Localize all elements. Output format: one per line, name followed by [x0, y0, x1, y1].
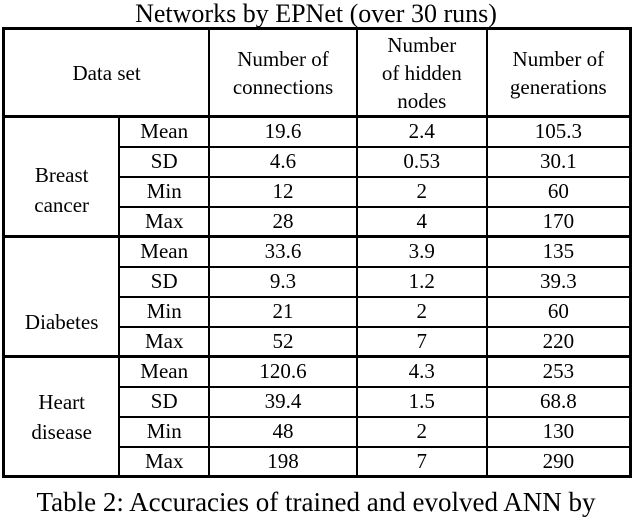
stat-label-cell: Max	[118, 205, 211, 238]
value-cell-hidden-nodes: 0.53	[355, 145, 488, 178]
header-line: nodes	[397, 88, 447, 113]
table-caption: Table 2: Accuracies of trained and evolv…	[36, 487, 596, 517]
value-cell-connections: 19.6	[208, 115, 358, 148]
stat-label-cell: Min	[118, 175, 211, 208]
value-cell-connections: 52	[208, 325, 358, 358]
value-cell-generations: 30.1	[485, 145, 632, 178]
value-cell-connections: 48	[208, 415, 358, 448]
header-cell-connections: Number of connections	[208, 27, 358, 118]
stat-label-cell: Max	[118, 445, 211, 478]
header-cell-hidden-nodes: Number of hidden nodes	[355, 27, 488, 118]
table-row: Heart disease Mean 120.6 4.3 253	[2, 355, 632, 478]
stat-label-cell: Mean	[118, 115, 211, 148]
table-row: Breast cancer Mean 19.6 2.4 105.3	[2, 115, 632, 238]
header-line: generations	[509, 74, 607, 99]
header-line: Number of	[237, 46, 329, 71]
stat-label-cell: SD	[118, 145, 211, 178]
header-cell-generations: Number of generations	[485, 27, 632, 118]
value-cell-hidden-nodes: 4	[355, 205, 488, 238]
value-cell-hidden-nodes: 2.4	[355, 115, 488, 148]
dataset-name-line: Diabetes	[24, 309, 99, 334]
table-row: Min 21 2 60	[4, 295, 632, 328]
table-row: Max 28 4 170	[4, 205, 632, 238]
value-cell-hidden-nodes: 2	[355, 295, 488, 328]
header-line: Number	[387, 32, 457, 57]
value-cell-hidden-nodes: 1.5	[355, 385, 488, 418]
value-cell-generations: 220	[485, 325, 632, 358]
header-line: connections	[232, 74, 334, 99]
dataset-name-line: cancer	[34, 192, 90, 217]
table-row: Diabetes Mean 33.6 3.9 135	[2, 235, 632, 358]
stat-label-cell: Max	[118, 325, 211, 358]
value-cell-generations: 39.3	[485, 265, 632, 298]
dataset-name-line: disease	[31, 419, 92, 444]
header-line: Number of	[512, 46, 605, 71]
value-cell-generations: 170	[485, 205, 632, 238]
value-cell-hidden-nodes: 2	[355, 175, 488, 208]
dataset-name-cell-heart-disease: Heart disease	[2, 355, 121, 478]
header-cell-dataset: Data set	[2, 27, 211, 118]
table-row: Max 52 7 220	[4, 325, 632, 358]
value-cell-hidden-nodes: 7	[355, 445, 488, 478]
stat-label-cell: SD	[118, 385, 211, 418]
value-cell-hidden-nodes: 7	[355, 325, 488, 358]
stat-label-cell: Mean	[118, 355, 211, 388]
table-row: SD 4.6 0.53 30.1	[4, 145, 632, 178]
table-row: SD 9.3 1.2 39.3	[4, 265, 632, 298]
table-header-row: Data set Number of connections Number of…	[2, 27, 632, 118]
value-cell-connections: 120.6	[208, 355, 358, 388]
value-cell-connections: 4.6	[208, 145, 358, 178]
value-cell-generations: 130	[485, 415, 632, 448]
value-cell-hidden-nodes: 1.2	[355, 265, 488, 298]
table-row: Min 48 2 130	[4, 415, 632, 448]
value-cell-generations: 253	[485, 355, 632, 388]
value-cell-generations: 68.8	[485, 385, 632, 418]
value-cell-connections: 21	[208, 295, 358, 328]
dataset-name-cell-breast-cancer: Breast cancer	[2, 115, 121, 238]
value-cell-connections: 12	[208, 175, 358, 208]
ann-architecture-table: Data set Number of connections Number of…	[2, 27, 632, 478]
dataset-name-line: Heart	[38, 389, 85, 414]
value-cell-connections: 9.3	[208, 265, 358, 298]
header-line: of hidden	[381, 60, 462, 85]
stat-label-cell: Min	[118, 295, 211, 328]
page-title: Networks by EPNet (over 30 runs)	[135, 0, 497, 28]
value-cell-generations: 60	[485, 175, 632, 208]
value-cell-hidden-nodes: 3.9	[355, 235, 488, 268]
stat-label-cell: Min	[118, 415, 211, 448]
table-row: SD 39.4 1.5 68.8	[4, 385, 632, 418]
table-row: Max 198 7 290	[4, 445, 632, 478]
value-cell-hidden-nodes: 4.3	[355, 355, 488, 388]
value-cell-connections: 33.6	[208, 235, 358, 268]
table-row: Min 12 2 60	[4, 175, 632, 208]
value-cell-connections: 39.4	[208, 385, 358, 418]
stat-label-cell: Mean	[118, 235, 211, 268]
value-cell-generations: 135	[485, 235, 632, 268]
value-cell-connections: 198	[208, 445, 358, 478]
value-cell-hidden-nodes: 2	[355, 415, 488, 448]
value-cell-generations: 105.3	[485, 115, 632, 148]
stat-label-cell: SD	[118, 265, 211, 298]
value-cell-connections: 28	[208, 205, 358, 238]
value-cell-generations: 290	[485, 445, 632, 478]
dataset-name-cell-diabetes: Diabetes	[2, 235, 121, 358]
dataset-name-line: Breast	[34, 162, 89, 187]
value-cell-generations: 60	[485, 295, 632, 328]
